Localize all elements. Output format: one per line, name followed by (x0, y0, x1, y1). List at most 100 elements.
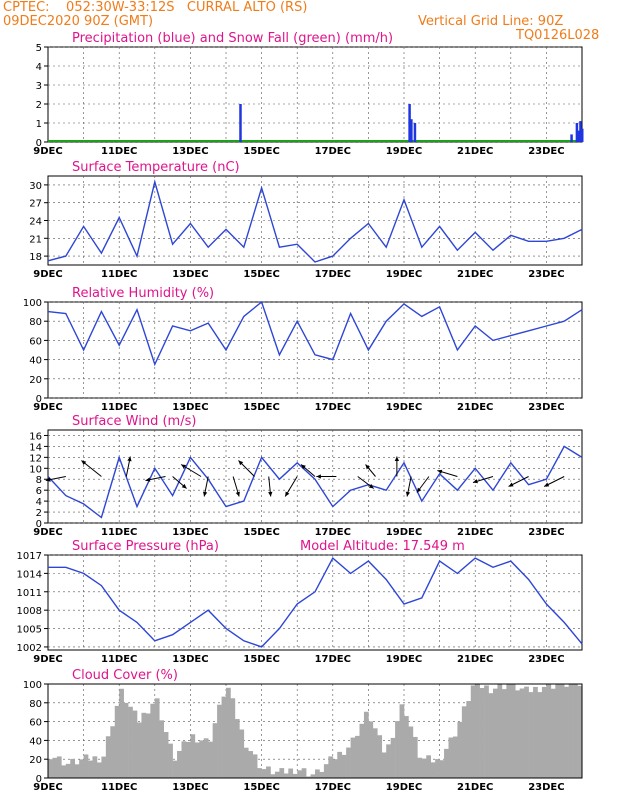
panel-title: Surface Temperature (nC) (72, 160, 240, 175)
wind-arrow-head (508, 482, 514, 487)
wind-arrow-head (405, 491, 411, 497)
cloud-bar (194, 742, 200, 778)
y-tick-label: 18 (29, 252, 42, 263)
header-station: CPTEC: 052:30W-33:12S CURRAL ALTO (RS) (3, 0, 308, 15)
cloud-bar (257, 768, 262, 778)
cloud-bar (239, 729, 245, 778)
y-tick-label: 0 (36, 138, 42, 149)
x-tick-label: 17DEC (315, 527, 351, 538)
precip-bar (570, 134, 573, 142)
cloud-bar (528, 692, 534, 778)
cloud-bar (399, 704, 405, 778)
y-tick-label: 21 (29, 234, 42, 245)
x-tick-label: 9DEC (33, 654, 62, 665)
cloud-bar (74, 764, 80, 778)
cloud-bar (315, 769, 320, 778)
cloud-bar (386, 744, 391, 778)
y-tick-label: 1008 (17, 606, 42, 617)
y-tick-label: 80 (29, 699, 42, 710)
cloud-bar (319, 771, 325, 778)
x-tick-label: 19DEC (386, 402, 422, 413)
y-tick-label: 0 (36, 394, 42, 405)
cloud-bar (48, 759, 53, 778)
cloud-bar (497, 684, 503, 778)
cloud-bar (323, 764, 329, 778)
cloud-bar (168, 743, 173, 778)
cloud-bar (217, 704, 222, 778)
panel-title: Relative Humidity (%) (72, 286, 214, 301)
cloud-bar (234, 719, 240, 778)
wind-arrow-head (544, 482, 550, 487)
cloud-bar (270, 774, 276, 778)
cloud-bar (208, 741, 213, 778)
cloud-bar (363, 711, 369, 778)
wind-arrow-head (181, 483, 187, 489)
wind-arrow-head (473, 479, 478, 484)
cloud-bar (172, 760, 178, 778)
precip-bar (581, 128, 584, 142)
panel-title: Cloud Cover (%) (72, 668, 178, 683)
cloud-bar (519, 688, 525, 778)
cloud-bar (470, 685, 476, 778)
wind-arrow-head (368, 484, 374, 489)
panel-frame (47, 554, 583, 651)
y-tick-label: 16 (29, 431, 42, 442)
cloud-bar (559, 684, 565, 778)
x-tick-label: 9DEC (33, 527, 62, 538)
cloud-bar (105, 736, 111, 778)
cloud-bar (430, 762, 436, 778)
y-tick-label: 20 (29, 755, 42, 766)
x-tick-label: 17DEC (315, 782, 351, 793)
precip-bar (575, 123, 579, 142)
x-tick-label: 23DEC (528, 269, 564, 280)
cloud-bar (243, 747, 249, 778)
precip-bar (239, 104, 242, 142)
cloud-bar (488, 693, 494, 778)
cloud-bar (279, 768, 285, 778)
cloud-bar (510, 684, 516, 778)
y-tick-label: 30 (29, 181, 42, 192)
cloud-bar (56, 756, 62, 778)
series-line (48, 556, 583, 648)
y-tick-label: 0 (36, 774, 42, 785)
cloud-bar (524, 686, 529, 778)
cloud-bar (328, 756, 334, 778)
y-tick-label: 1005 (17, 625, 42, 636)
x-tick-label: 9DEC (33, 269, 62, 280)
x-tick-label: 9DEC (33, 782, 62, 793)
cloud-bar (359, 723, 365, 778)
x-tick-label: 21DEC (457, 782, 493, 793)
y-tick-label: 12 (29, 453, 42, 464)
y-tick-label: 40 (29, 356, 42, 367)
y-tick-label: 4 (36, 62, 42, 73)
wind-arrow-head (394, 456, 400, 462)
cloud-bar (555, 684, 561, 778)
panel-title: Precipitation (blue) and Snow Fall (gree… (72, 31, 393, 46)
cloud-bar (461, 706, 467, 778)
wind-arrow-head (127, 456, 132, 462)
x-tick-label: 23DEC (528, 654, 564, 665)
x-tick-label: 23DEC (528, 402, 564, 413)
wind-arrow-head (45, 477, 51, 482)
x-tick-label: 21DEC (457, 269, 493, 280)
panel-frame (47, 301, 583, 399)
panel-frame (47, 46, 583, 143)
cloud-bar (119, 688, 124, 778)
y-tick-label: 1002 (17, 643, 42, 654)
cloud-bar (110, 726, 116, 778)
cloud-bar (301, 768, 307, 778)
cloud-bar (417, 757, 423, 778)
x-tick-label: 11DEC (101, 782, 137, 793)
cloud-bar (52, 757, 58, 778)
y-tick-label: 6 (36, 486, 42, 497)
panel-frame (47, 683, 583, 779)
x-tick-label: 21DEC (457, 527, 493, 538)
cloud-bar (341, 754, 347, 778)
x-tick-label: 9DEC (33, 402, 62, 413)
x-tick-label: 13DEC (172, 527, 208, 538)
precip-bar (413, 123, 417, 142)
x-tick-label: 15DEC (243, 269, 279, 280)
x-tick-label: 21DEC (457, 402, 493, 413)
series-line (47, 179, 583, 263)
panel-title: Surface Pressure (hPa) (72, 539, 219, 554)
